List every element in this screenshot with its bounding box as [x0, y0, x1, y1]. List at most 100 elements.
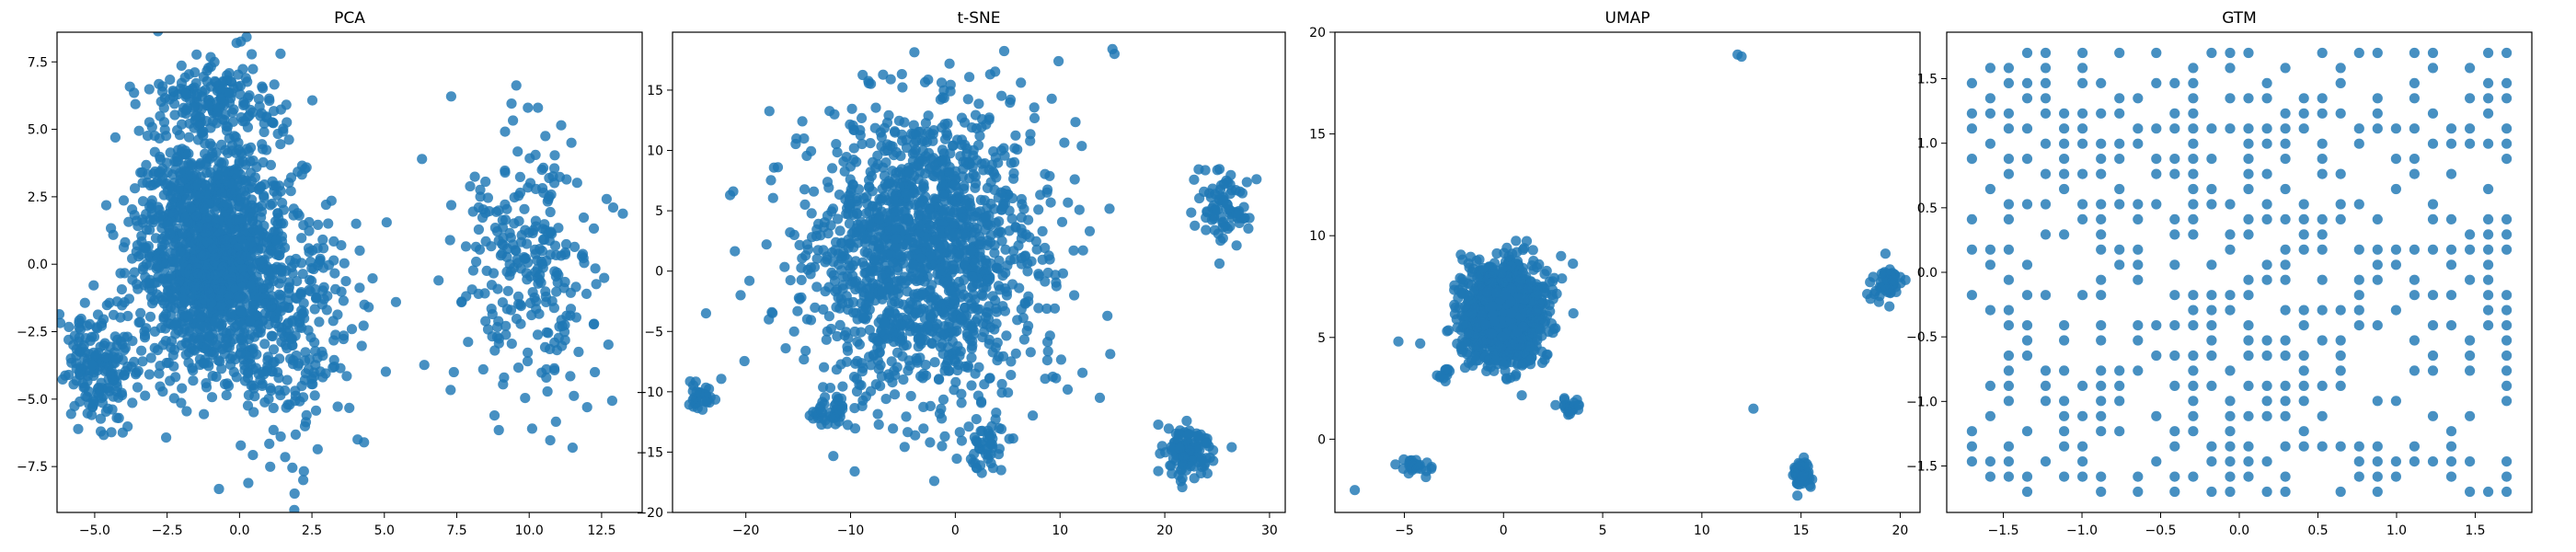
scatter-point: [939, 309, 950, 320]
scatter-point: [550, 416, 561, 427]
scatter-point: [241, 175, 252, 186]
scatter-point: [236, 214, 247, 225]
scatter-point: [249, 172, 260, 183]
scatter-point: [1202, 207, 1213, 218]
scatter-point: [160, 336, 171, 347]
scatter-point: [1049, 303, 1061, 314]
scatter-point: [994, 226, 1005, 237]
scatter-point: [339, 258, 350, 269]
scatter-point: [868, 350, 880, 361]
scatter-point: [891, 205, 903, 217]
scatter-point: [306, 275, 317, 286]
scatter-point: [841, 327, 852, 338]
scatter-point: [967, 271, 978, 282]
scatter-point: [887, 377, 898, 388]
scatter-point: [273, 180, 285, 191]
scatter-point: [523, 227, 535, 238]
scatter-point: [823, 311, 835, 322]
scatter-point: [174, 265, 185, 276]
scatter-point: [191, 211, 202, 222]
scatter-point: [799, 133, 810, 144]
scatter-point: [141, 278, 152, 289]
scatter-point: [744, 275, 755, 286]
scatter-point: [1012, 144, 1023, 155]
scatter-point: [237, 332, 248, 343]
scatter-point: [831, 139, 842, 150]
scatter-point: [569, 241, 581, 252]
scatter-point: [529, 292, 540, 304]
scatter-point: [869, 252, 880, 263]
scatter-point: [122, 361, 133, 373]
scatter-point: [956, 388, 967, 399]
scatter-point: [167, 350, 178, 361]
scatter-point: [884, 266, 895, 277]
scatter-point: [221, 390, 232, 401]
scatter-point: [317, 234, 328, 246]
scatter-point: [269, 106, 280, 117]
scatter-point: [979, 195, 990, 206]
scatter-point: [887, 141, 898, 152]
scatter-point: [65, 353, 76, 364]
scatter-point: [173, 276, 184, 287]
scatter-point: [918, 236, 929, 247]
scatter-point: [158, 311, 169, 323]
scatter-point: [239, 375, 251, 386]
scatter-point: [1040, 242, 1051, 254]
scatter-point: [967, 281, 979, 292]
scatter-point: [918, 423, 929, 434]
scatter-point: [545, 435, 556, 446]
scatter-point: [929, 357, 940, 368]
scatter-point: [309, 304, 320, 315]
scatter-point: [800, 345, 811, 356]
scatter-point: [235, 146, 247, 158]
scatter-point: [512, 291, 524, 302]
scatter-point: [109, 132, 121, 143]
scatter-point: [1208, 455, 1219, 466]
scatter-point: [114, 369, 125, 380]
scatter-point: [482, 192, 494, 203]
scatter-point: [515, 263, 526, 274]
scatter-point: [1218, 195, 1229, 206]
scatter-point: [119, 344, 130, 356]
scatter-point: [313, 219, 324, 230]
scatter-point: [499, 372, 510, 383]
scatter-point: [262, 279, 273, 290]
scatter-point: [192, 339, 203, 350]
scatter-point: [549, 150, 560, 161]
scatter-point: [859, 247, 870, 258]
scatter-point: [220, 207, 231, 218]
scatter-point: [989, 247, 1000, 259]
scatter-point: [1222, 177, 1234, 188]
scatter-point: [1105, 349, 1116, 360]
scatter-point: [317, 372, 328, 383]
scatter-point: [63, 321, 75, 332]
scatter-point: [934, 374, 945, 385]
scatter-point: [1208, 200, 1219, 211]
scatter-point: [1181, 415, 1192, 427]
scatter-point: [937, 144, 948, 155]
scatter-point: [975, 239, 986, 250]
x-tick-label: 0.0: [229, 523, 249, 538]
scatter-point: [235, 88, 246, 100]
scatter-point: [947, 336, 958, 347]
scatter-point: [135, 249, 146, 260]
scatter-point: [915, 253, 926, 264]
scatter-point: [993, 449, 1005, 460]
scatter-point: [526, 309, 537, 321]
scatter-point: [1022, 266, 1033, 277]
x-tick-label: 2.5: [302, 523, 322, 538]
scatter-point: [245, 315, 256, 326]
scatter-point: [127, 397, 138, 408]
scatter-point: [141, 259, 152, 270]
scatter-point: [191, 49, 202, 60]
y-tick-label: −7.5: [17, 460, 48, 475]
scatter-point: [242, 121, 253, 132]
scatter-point: [144, 224, 155, 236]
scatter-point: [1002, 260, 1013, 271]
scatter-point: [247, 49, 258, 60]
scatter-point: [245, 104, 256, 116]
scatter-point: [990, 295, 1001, 306]
scatter-point: [304, 225, 315, 236]
scatter-point: [183, 148, 194, 159]
scatter-point: [533, 102, 544, 113]
